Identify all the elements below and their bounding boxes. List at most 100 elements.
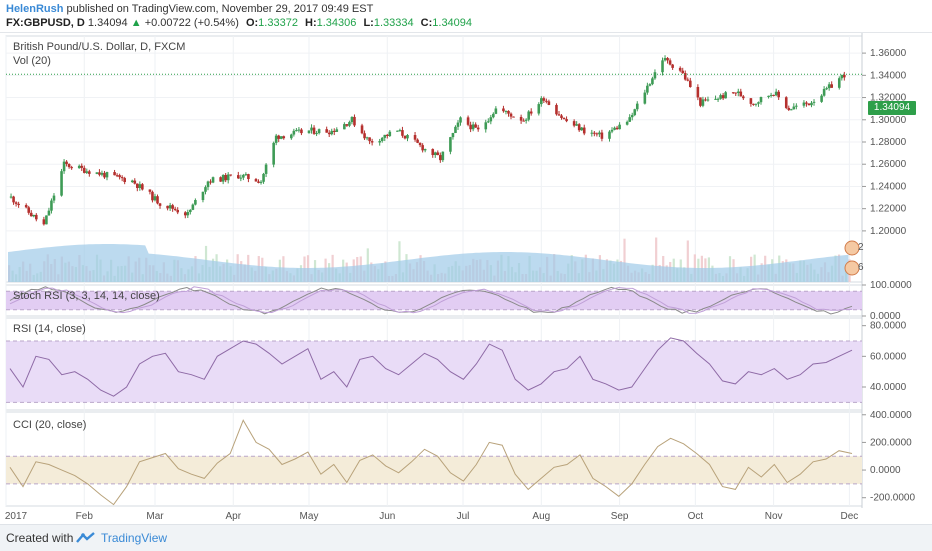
candle-body: [45, 215, 48, 225]
candle-body: [486, 121, 490, 123]
candle-body: [353, 116, 356, 126]
tradingview-brand[interactable]: TradingView: [101, 531, 168, 545]
candle-body: [610, 129, 614, 132]
candle-body: [648, 84, 652, 86]
candle-body: [156, 196, 159, 204]
candle-body: [580, 127, 584, 131]
x-tick-label: Jun: [379, 511, 395, 522]
footer-bar: Created with TradingView: [0, 524, 932, 551]
candle-body: [653, 72, 657, 79]
candle-body: [469, 124, 472, 130]
candle-body: [327, 132, 331, 135]
candle-body: [209, 181, 212, 183]
candle-body: [466, 117, 470, 125]
cci-title: CCI (20, close): [13, 419, 87, 431]
candle-body: [272, 142, 275, 165]
candle-body: [633, 109, 637, 116]
candle-body: [396, 130, 399, 132]
candle-body: [385, 134, 389, 136]
candle-body: [176, 209, 180, 213]
price-tick-label: 1.24000: [870, 181, 907, 192]
candle-body: [80, 165, 84, 168]
candle-body: [418, 142, 422, 146]
x-tick-label: Feb: [76, 511, 94, 522]
candle-body: [635, 103, 639, 110]
candle-body: [565, 119, 568, 122]
change-up-icon: ▲: [130, 17, 142, 29]
candle-body: [704, 99, 707, 101]
candle-body: [335, 129, 339, 132]
candle-body: [290, 134, 293, 139]
candle-body: [789, 109, 793, 111]
published-text: published on TradingView.com, November 2…: [66, 3, 374, 15]
candle-body: [113, 172, 116, 176]
candle-body: [204, 187, 207, 192]
candle-body: [401, 130, 404, 136]
candle-body: [671, 64, 674, 68]
cci-tick-label: -200.0000: [870, 493, 915, 504]
candle-body: [370, 141, 374, 143]
event-marker-icon: [844, 260, 860, 276]
candle-body: [630, 115, 634, 118]
candle-body: [560, 115, 563, 119]
volume-bar: [686, 240, 689, 282]
candle-body: [85, 171, 89, 173]
author-name[interactable]: HelenRush: [6, 3, 64, 15]
event-marker-icon: [844, 240, 860, 256]
candle-body: [82, 167, 86, 173]
stoch-rsi-title: Stoch RSI (3, 3, 14, 14, close): [13, 290, 160, 302]
candle-body: [820, 95, 823, 102]
candle-body: [279, 136, 283, 139]
candle-body: [297, 129, 301, 131]
candle-body: [118, 175, 121, 178]
candle-body: [459, 117, 462, 123]
candle-body: [449, 137, 452, 152]
candle-body: [70, 167, 73, 169]
candle-body: [507, 110, 510, 114]
rsi-band: [6, 341, 862, 403]
candle-body: [754, 103, 758, 105]
candle-body: [365, 137, 369, 139]
candle-body: [812, 101, 816, 103]
candle-body: [274, 135, 278, 143]
candle-body: [688, 80, 692, 87]
last-price: 1.34094: [87, 17, 128, 29]
candle-body: [734, 92, 738, 94]
candle-body: [683, 73, 687, 80]
x-tick-label: Mar: [146, 511, 164, 522]
candle-body: [173, 208, 177, 210]
candle-body: [661, 60, 664, 73]
candle-body: [651, 78, 654, 85]
price-tick-label: 1.22000: [870, 204, 907, 215]
candle-body: [67, 163, 71, 168]
candle-body: [772, 94, 775, 96]
x-tick-label: Aug: [532, 511, 550, 522]
candle-body: [512, 116, 515, 118]
candle-body: [65, 161, 68, 164]
candle-body: [95, 172, 99, 174]
candle-body: [628, 117, 631, 122]
candle-body: [247, 174, 250, 180]
candle-body: [456, 122, 460, 127]
candle-body: [572, 121, 576, 126]
candle-body: [9, 196, 13, 198]
close-value: 1.34094: [432, 17, 473, 29]
chart-canvas[interactable]: 2017 Feb Mar Apr May Jun Jul Aug Sep Oct Nov Dec 1.3…: [0, 33, 932, 524]
candle-body: [194, 200, 197, 205]
candle-body: [545, 100, 548, 102]
candle-body: [504, 110, 508, 112]
candle-body: [439, 155, 442, 161]
candle-body: [643, 92, 647, 104]
candle-body: [211, 177, 215, 183]
candle-body: [699, 97, 702, 106]
candle-body: [595, 133, 599, 135]
candle-body: [774, 91, 778, 96]
candle-body: [136, 183, 139, 188]
cci-line: [9, 419, 853, 506]
candle-body: [706, 99, 710, 101]
candle-body: [742, 96, 745, 99]
high-value: 1.34306: [316, 17, 357, 29]
candle-body: [257, 181, 260, 183]
candle-body: [436, 152, 440, 156]
candle-body: [474, 124, 477, 128]
